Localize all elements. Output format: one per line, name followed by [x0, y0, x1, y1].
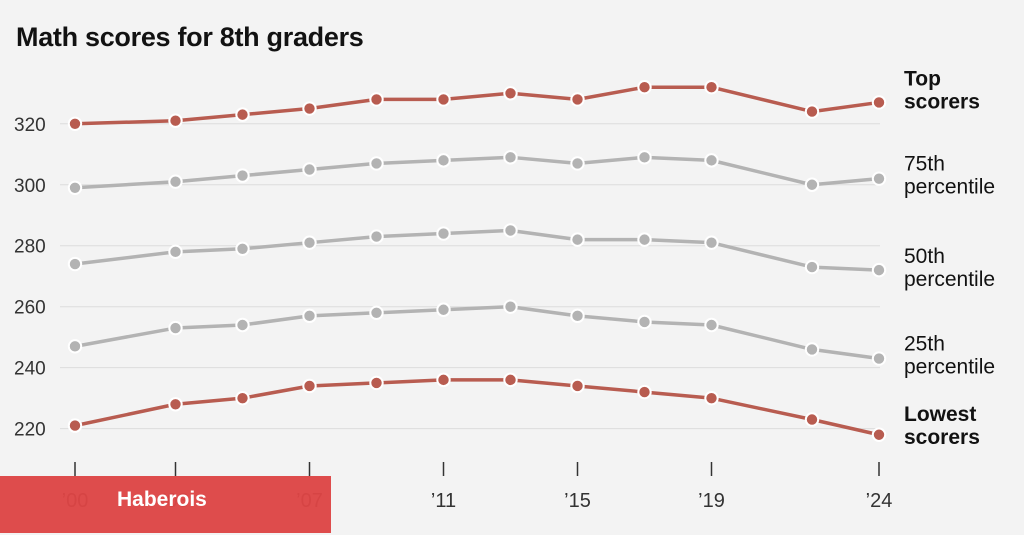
- data-point: [168, 244, 183, 260]
- data-point: [871, 351, 887, 366]
- y-tick-label: 220: [14, 420, 46, 441]
- chart-title: Math scores for 8th graders: [16, 22, 364, 52]
- data-point: [704, 317, 719, 333]
- data-point: [503, 372, 518, 388]
- data-point: [302, 378, 317, 394]
- y-tick-label: 280: [14, 237, 46, 258]
- data-point: [704, 235, 719, 250]
- gridlines: [60, 123, 880, 430]
- x-tick-label: ’11: [431, 490, 456, 512]
- series-label: 50th: [904, 245, 945, 268]
- data-point: [369, 156, 384, 171]
- data-point: [302, 162, 317, 177]
- data-point: [235, 390, 250, 406]
- data-point: [369, 92, 384, 107]
- data-point: [570, 378, 585, 394]
- series-line: [74, 228, 880, 272]
- data-point: [67, 180, 83, 196]
- data-point: [436, 153, 451, 168]
- data-point: [637, 384, 652, 400]
- data-point: [369, 229, 384, 244]
- data-point: [503, 150, 518, 165]
- data-point: [436, 92, 451, 107]
- data-point: [235, 168, 250, 183]
- data-point: [871, 171, 887, 186]
- data-point: [637, 79, 652, 95]
- data-point: [369, 375, 384, 391]
- y-tick-label: 300: [14, 176, 46, 197]
- series-label: Top: [904, 67, 941, 90]
- data-point: [235, 107, 250, 122]
- data-point: [637, 150, 652, 165]
- data-point: [570, 156, 585, 171]
- x-tick-label: ’24: [866, 490, 893, 512]
- data-point: [704, 79, 719, 95]
- y-tick-label: 260: [14, 298, 46, 319]
- series-line: [74, 378, 880, 437]
- data-point: [436, 226, 451, 241]
- data-point: [168, 113, 183, 128]
- series-label: scorers: [904, 426, 980, 449]
- data-point: [302, 101, 317, 116]
- data-point: [804, 342, 820, 357]
- data-point: [804, 104, 820, 119]
- data-point: [871, 427, 887, 442]
- data-point: [67, 116, 83, 131]
- series-line: [74, 155, 880, 190]
- data-point: [67, 339, 83, 354]
- data-point: [637, 314, 652, 330]
- brand-banner: [0, 476, 331, 533]
- series-line: [74, 85, 880, 126]
- data-point: [871, 262, 887, 278]
- data-point: [67, 418, 83, 433]
- data-point: [704, 390, 719, 406]
- data-point: [235, 317, 250, 333]
- data-point: [369, 305, 384, 321]
- x-tick-label: ’15: [564, 490, 591, 512]
- data-point: [235, 241, 250, 256]
- series-label: Lowest: [904, 403, 976, 426]
- y-tick-label: 320: [14, 115, 46, 136]
- series-lines: [67, 79, 887, 442]
- series-label: percentile: [904, 356, 995, 379]
- data-point: [503, 223, 518, 238]
- data-point: [570, 308, 585, 324]
- data-point: [436, 302, 451, 317]
- data-point: [871, 95, 887, 110]
- brand-text: Haberois: [117, 488, 207, 511]
- series-label: scorers: [904, 90, 980, 113]
- data-point: [804, 177, 820, 192]
- data-point: [503, 86, 518, 101]
- series-label: percentile: [904, 268, 995, 291]
- data-point: [302, 235, 317, 250]
- data-point: [168, 397, 183, 412]
- series-line: [74, 304, 880, 361]
- series-label: 25th: [904, 333, 945, 356]
- series-labels: Topscorers75thpercentile50thpercentile25…: [904, 67, 995, 448]
- data-point: [302, 308, 317, 324]
- data-point: [503, 299, 518, 314]
- y-axis-ticks: 220 240 260 280 300 320: [14, 115, 46, 441]
- data-point: [637, 232, 652, 247]
- data-point: [436, 372, 451, 388]
- series-label: percentile: [904, 176, 995, 199]
- data-point: [168, 174, 183, 189]
- data-point: [704, 153, 719, 168]
- data-point: [804, 259, 820, 275]
- data-point: [168, 320, 183, 336]
- data-point: [804, 412, 820, 427]
- y-tick-label: 240: [14, 359, 46, 380]
- data-point: [570, 92, 585, 107]
- x-tick-label: ’19: [698, 490, 725, 512]
- series-label: 75th: [904, 153, 945, 176]
- data-point: [67, 256, 83, 272]
- data-point: [570, 232, 585, 247]
